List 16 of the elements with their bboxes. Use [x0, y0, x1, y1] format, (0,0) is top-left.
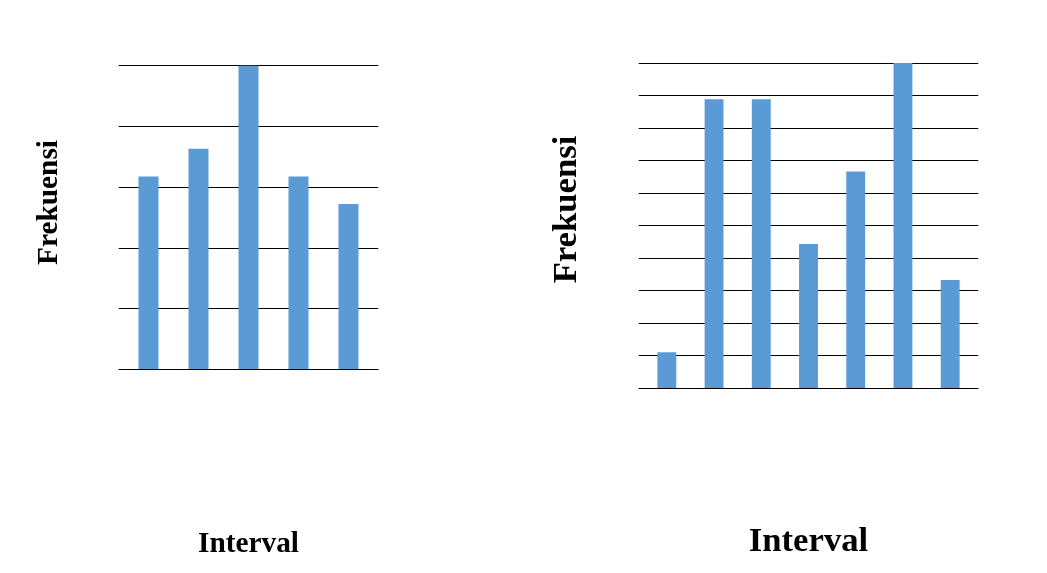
bar [893, 63, 913, 389]
bar [657, 352, 677, 389]
bar [138, 176, 159, 370]
bar [704, 99, 724, 389]
bar [799, 244, 818, 389]
bar [338, 204, 359, 370]
bar [238, 65, 259, 370]
bar [846, 171, 866, 389]
y-axis-title: Frekuensi [544, 135, 583, 284]
bar [940, 280, 960, 389]
bar [188, 148, 209, 370]
bar [288, 176, 309, 370]
x-axis-title: Interval [198, 525, 300, 558]
x-axis-title: Interval [748, 519, 869, 558]
bar [751, 99, 771, 389]
y-axis-title: Frekuensi [30, 140, 63, 265]
